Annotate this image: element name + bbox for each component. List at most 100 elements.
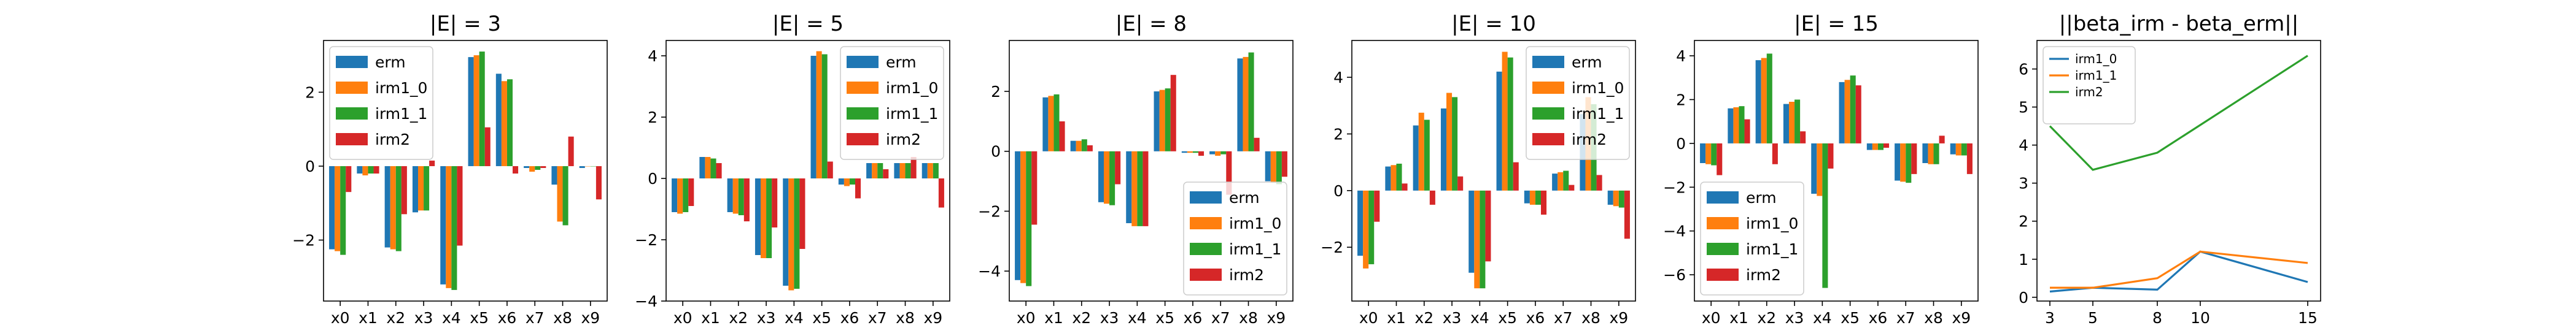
bar-erm-x2 [727, 178, 733, 212]
bar-erm-x3 [1783, 104, 1789, 143]
x-tick-label: x9 [1952, 309, 1971, 327]
bar-irm1_0-x0 [335, 166, 341, 251]
legend-swatch-irm1_0 [847, 82, 879, 94]
bar-erm-x4 [1126, 151, 1132, 223]
y-tick-label: −2 [1663, 178, 1686, 196]
y-tick-label: 2 [991, 83, 1001, 101]
legend-label: irm1_0 [1746, 215, 1798, 232]
bar-erm-x8 [894, 163, 900, 178]
axes-frame [665, 40, 950, 302]
bar-irm2-x3 [772, 178, 778, 227]
bar-irm2-x1 [1744, 119, 1750, 143]
bar-irm1_0-x6 [844, 178, 850, 186]
legend-swatch-irm2 [847, 133, 879, 145]
legend-label: erm [375, 53, 406, 71]
bar-irm1_0-x5 [1159, 90, 1165, 151]
bar-irm1_1-x6 [1877, 143, 1884, 150]
legend-label: erm [886, 53, 917, 71]
bar-erm-x0 [1015, 151, 1021, 280]
chart-title: |E| = 8 [1115, 12, 1187, 36]
bar-irm1_1-x8 [905, 163, 911, 178]
y-tick-label: 2 [1676, 91, 1686, 109]
bar-irm1_0-x9 [1955, 143, 1961, 156]
bar-irm2-x5 [1170, 75, 1176, 151]
axes-frame [2036, 40, 2321, 302]
x-tick-label: x7 [1211, 309, 1230, 327]
bar-irm1_1-x8 [1933, 143, 1939, 164]
chart-panel-5: −6 −4 −2 0 2 4 x0 x1 x2 x3 x4 x5 x6 x7 x8 x9 |E| = 15 erm… [1663, 12, 1979, 327]
chart-title: |E| = 5 [772, 12, 844, 36]
bar-irm2-x1 [1402, 183, 1408, 191]
bar-irm1_1-x7 [1563, 170, 1569, 191]
y-tick-label: 5 [2019, 99, 2028, 116]
bar-erm-x5 [1839, 82, 1845, 143]
legend-swatch-irm2 [1532, 133, 1564, 145]
bar-erm-x9 [579, 166, 585, 168]
bar-irm1_1-x9 [1961, 143, 1967, 156]
legend-box [1700, 181, 1804, 296]
x-tick-label: x9 [1267, 309, 1286, 327]
bar-irm1_1-x1 [1739, 106, 1745, 143]
bar-irm2-x0 [1374, 190, 1380, 222]
bar-irm1_1-x2 [395, 166, 402, 251]
bar-erm-x9 [921, 163, 928, 178]
bar-irm2-x1 [716, 163, 722, 178]
bar-irm2-x7 [1911, 143, 1917, 174]
bar-irm2-x4 [1485, 190, 1491, 262]
legend: erm irm1_0 irm1_1 irm2 [1700, 181, 1804, 296]
x-tick-label: x6 [1526, 309, 1545, 327]
bar-irm1_1-x0 [340, 166, 346, 255]
chart-panel-4: −2 0 2 4 x0 x1 x2 x3 x4 x5 x6 x7 x8 x9 |E| = 10 erm irm1… [1321, 12, 1636, 327]
legend-label: irm2 [2075, 85, 2103, 99]
x-tick-label: 3 [2045, 309, 2055, 327]
axes-frame [1694, 40, 1979, 302]
legend-swatch-erm [1532, 56, 1564, 68]
line-irm2 [2049, 55, 2308, 171]
x-tick-label: x6 [840, 309, 859, 327]
legend-label: erm [1572, 53, 1602, 71]
bar-irm1_0-x5 [473, 55, 479, 166]
x-tick-label: x0 [1359, 309, 1378, 327]
bar-irm1_0-x0 [1363, 190, 1369, 269]
bar-irm1_0-x4 [1474, 190, 1480, 289]
legend-label: irm1_0 [1229, 215, 1281, 232]
bar-erm-x2 [1413, 125, 1419, 191]
bar-erm-x2 [1755, 60, 1761, 143]
bar-irm2-x8 [1254, 137, 1260, 151]
bar-irm1_1-x6 [849, 178, 855, 185]
x-tick-label: x4 [785, 309, 804, 327]
legend-label: erm [1229, 189, 1260, 207]
bar-irm2-x9 [1966, 143, 1973, 174]
bar-irm1_1-x3 [1794, 99, 1801, 143]
bar-erm-x9 [1607, 190, 1613, 205]
x-tick-label: x1 [359, 309, 378, 327]
bar-irm2-x4 [1143, 151, 1149, 226]
bar-erm-x7 [866, 163, 872, 178]
legend-label: irm1_1 [886, 105, 938, 123]
bar-irm1_1-x0 [1711, 143, 1717, 166]
bar-irm1_1-x3 [424, 166, 430, 211]
bar-irm1_1-x5 [821, 54, 828, 178]
x-tick-label: x8 [1924, 309, 1943, 327]
bar-irm1_1-x2 [1766, 53, 1772, 143]
bar-irm1_0-x4 [446, 166, 452, 288]
bar-irm1_1-x3 [766, 178, 772, 258]
x-tick-label: x5 [1498, 309, 1517, 327]
chart-panel-3: −4 −2 0 2 x0 x1 x2 x3 x4 x5 x6 x7 x8 x9 |E| = 8 erm irm1… [978, 12, 1294, 327]
bar-erm-x2 [384, 166, 390, 248]
y-tick-label: 3 [2019, 175, 2028, 193]
legend-swatch-irm2 [1707, 269, 1739, 281]
bar-erm-x1 [1728, 108, 1734, 143]
bar-irm2-x5 [827, 161, 833, 178]
legend-box [2043, 46, 2136, 124]
bar-erm-x8 [551, 166, 557, 185]
x-tick-label: x8 [553, 309, 572, 327]
legend-swatch-irm1_1 [1707, 243, 1739, 255]
x-tick-label: x0 [331, 309, 350, 327]
bar-erm-x3 [1098, 151, 1104, 202]
bar-irm2-x9 [1281, 151, 1287, 177]
bar-irm1_1-x1 [1396, 163, 1402, 191]
x-tick-label: 8 [2152, 309, 2162, 327]
bar-irm1_0-x6 [1187, 151, 1193, 153]
